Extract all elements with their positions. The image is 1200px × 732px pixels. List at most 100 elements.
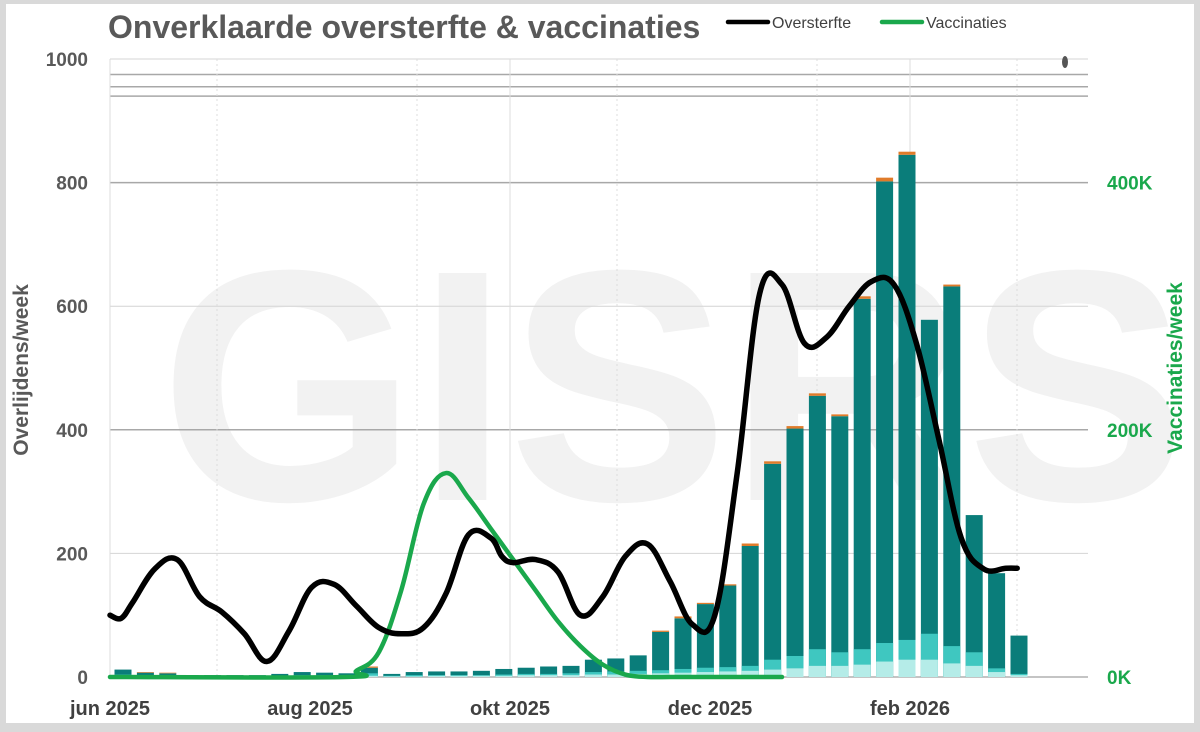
y-tick-right-400K: 400K	[1107, 174, 1153, 195]
bar-segment-light	[719, 671, 737, 677]
bar-segment-top	[764, 461, 782, 464]
bar-segment-top	[674, 616, 692, 619]
bar-segment-main	[136, 672, 154, 677]
bar-segment-main	[876, 181, 894, 677]
bar-week-14	[428, 671, 446, 677]
bar-segment-mid	[360, 673, 378, 677]
bar-week-26	[696, 602, 714, 677]
x-tick-2: okt 2025	[470, 698, 550, 720]
series-line-oversterfte	[107, 270, 1020, 665]
bar-week-37	[943, 284, 961, 677]
bar-segment-light	[786, 668, 804, 677]
bar-segment-light	[808, 665, 826, 677]
bar-segment-main	[517, 667, 535, 677]
bar-segment-main	[943, 286, 961, 677]
bar-segment-main	[741, 545, 759, 677]
x-tick-4: feb 2026	[870, 698, 950, 720]
bar-segment-light	[607, 674, 625, 677]
y-tick-right-0K: 0K	[1107, 668, 1132, 689]
bar-segment-main	[808, 395, 826, 677]
y-tick-left-1000: 1000	[46, 50, 88, 71]
bar-segment-light	[405, 676, 423, 677]
y-tick-left-800: 800	[56, 174, 88, 195]
bar-segment-main	[988, 573, 1006, 677]
x-tick-1: aug 2025	[267, 698, 353, 720]
bar-segment-top	[159, 672, 177, 674]
chart-title: Onverklaarde oversterfte & vaccinaties	[108, 9, 700, 45]
bar-segment-main	[540, 666, 558, 677]
y-tick-left-400: 400	[56, 421, 88, 442]
bar-week-38	[965, 515, 983, 677]
y-axis-right: 0K 200K 400K	[1107, 174, 1153, 689]
x-axis: jun 2025 aug 2025 okt 2025 dec 2025 feb 2026	[69, 698, 950, 720]
bar-segment-light	[450, 675, 468, 677]
legend-label-vaccinaties: Vaccinaties	[926, 15, 1007, 32]
bar-segment-light	[965, 665, 983, 677]
bar-week-40	[1010, 635, 1028, 677]
bar-week-25	[674, 616, 692, 677]
bar-week-20	[562, 665, 580, 677]
bar-segment-main	[316, 672, 334, 677]
bar-segment-light	[562, 675, 580, 677]
bar-segment-top	[786, 426, 804, 429]
bar-segment-top	[719, 584, 737, 586]
bar-segment-top	[898, 151, 916, 155]
bar-segment-main	[360, 667, 378, 677]
bar-week-30	[786, 426, 804, 677]
bar-segment-main	[383, 673, 401, 677]
bar-segment-main	[831, 416, 849, 677]
legend: Oversterfte Vaccinaties	[725, 15, 1007, 32]
bar-week-29	[764, 461, 782, 677]
bar-week-21	[584, 659, 602, 677]
dot-marker	[1062, 56, 1068, 68]
bar-segment-main	[696, 604, 714, 677]
bar-segment-light	[383, 676, 401, 677]
bar-segment-main	[1010, 635, 1028, 677]
bar-segment-light	[428, 675, 446, 677]
bar-segment-top	[136, 672, 154, 673]
bar-segment-light	[517, 675, 535, 677]
bar-segment-main	[719, 585, 737, 677]
bar-segment-main	[293, 672, 311, 677]
bar-week-27	[719, 584, 737, 677]
bar-week-39	[988, 573, 1006, 677]
bar-week-13	[405, 672, 423, 677]
bar-segment-light	[584, 674, 602, 677]
bar-segment-light	[831, 665, 849, 677]
bar-segment-main	[428, 671, 446, 677]
bar-week-33	[853, 296, 871, 677]
bar-segment-top	[741, 543, 759, 546]
bar-segment-light	[741, 670, 759, 677]
bar-segment-light	[495, 675, 513, 677]
bar-segment-main	[114, 669, 132, 677]
bar-segment-main	[786, 428, 804, 677]
bar-segment-main	[898, 154, 916, 678]
bar-week-15	[450, 671, 468, 677]
bar-week-31	[808, 393, 826, 677]
bar-segment-mid	[607, 671, 625, 677]
y-tick-left-200: 200	[56, 544, 88, 565]
y-tick-left-0: 0	[77, 668, 88, 689]
bar-week-32	[831, 414, 849, 677]
bar-week-34	[876, 177, 894, 677]
watermark: GISRS	[160, 201, 1187, 570]
bar-segment-main	[562, 665, 580, 677]
bar-week-19	[540, 666, 558, 677]
y-axis-right-label: Vaccinaties/week	[1164, 282, 1187, 454]
bar-week-18	[517, 667, 535, 677]
bar-segment-light	[360, 675, 378, 677]
bar-segment-light	[696, 672, 714, 677]
bar-segment-top	[853, 296, 871, 299]
bar-segment-light	[943, 663, 961, 677]
series-line-vaccinaties	[107, 470, 785, 680]
bar-week-35	[898, 151, 916, 678]
bar-segment-main	[495, 668, 513, 677]
bar-segment-light	[1010, 675, 1028, 677]
bar-segment-top	[876, 177, 894, 182]
bar-segment-main	[472, 670, 490, 677]
bar-week-28	[741, 543, 759, 677]
bar-week-16	[472, 670, 490, 677]
bar-segment-light	[472, 675, 490, 677]
